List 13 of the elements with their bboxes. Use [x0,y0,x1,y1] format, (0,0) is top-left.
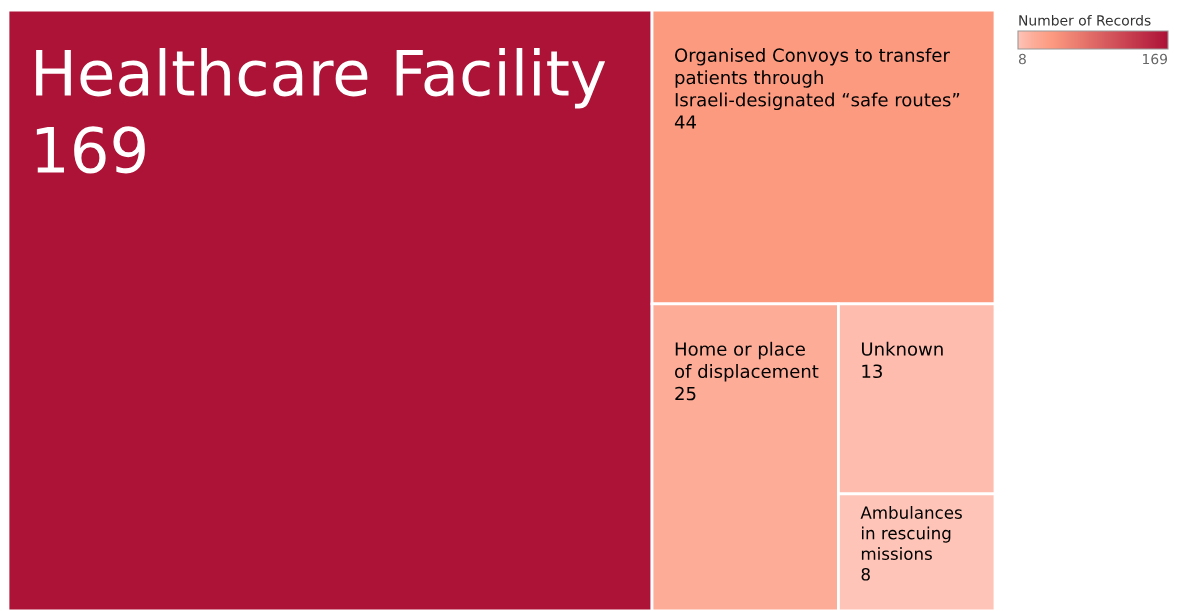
category-label: Ambulances in rescuing missions [860,505,962,561]
color-bar-title: Number of Records [1019,14,1151,26]
data-label: 25 [675,386,696,401]
category-label: Organised Convoys to transfer patients through Israeli-designated “safe routes” [675,48,960,111]
data-label: 13 [862,364,882,379]
data-label: 169 [36,126,145,174]
text: 8 [1018,53,1026,65]
text: 169 [1143,53,1168,65]
data-label: 8 [861,567,870,581]
data-label: 44 [674,115,696,129]
category-label: Unknown [861,341,943,356]
category-label: Home or place of displacement [675,341,819,382]
category-label: Healthcare Facility [36,48,606,109]
